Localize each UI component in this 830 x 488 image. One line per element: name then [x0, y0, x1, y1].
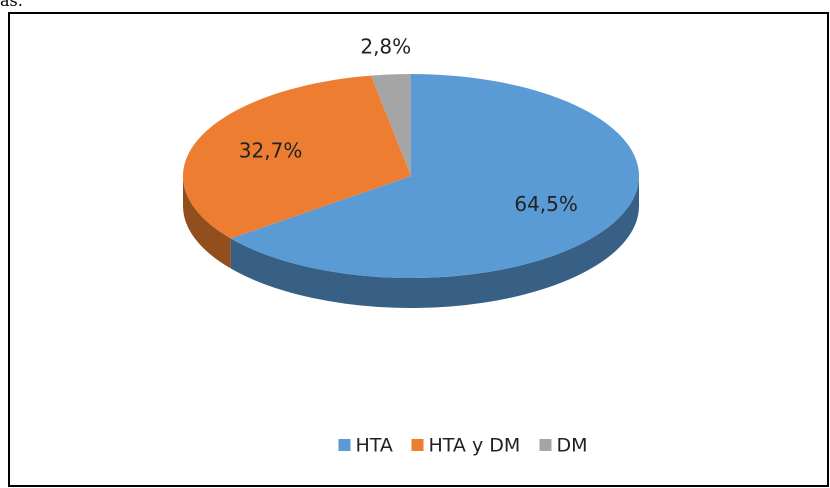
legend-swatch: [338, 439, 351, 451]
slice-side: [183, 176, 231, 269]
cropped-text: as.: [0, 0, 23, 10]
pie-slice: [371, 74, 411, 176]
legend-swatch: [411, 439, 424, 451]
data-label: 64,5%: [514, 192, 578, 216]
legend-label: HTA y DM: [429, 435, 521, 457]
legend-swatch: [539, 439, 552, 451]
pie-slice: [182, 75, 411, 269]
data-label: 32,7%: [239, 138, 303, 162]
slice-side: [230, 176, 639, 309]
legend-label: HTA: [356, 435, 393, 457]
data-label: 2,8%: [360, 34, 411, 58]
slice-top: [230, 74, 639, 278]
pie-slice: [230, 74, 639, 309]
slice-top: [371, 74, 411, 176]
slice-top: [182, 75, 411, 239]
legend-label: DM: [557, 435, 588, 457]
